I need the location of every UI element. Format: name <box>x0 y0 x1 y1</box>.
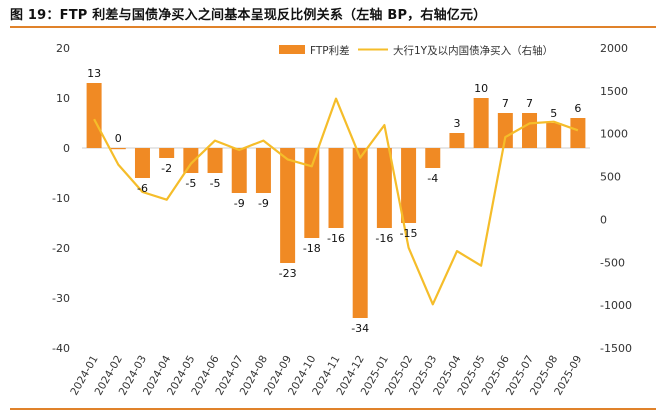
title-divider <box>10 26 656 28</box>
bar-ftp <box>159 148 175 158</box>
bar-ftp <box>449 133 465 148</box>
left-axis-tick-label: 20 <box>56 42 70 55</box>
right-axis-tick-label: 1500 <box>600 85 628 98</box>
bar-ftp <box>376 148 392 228</box>
bar-data-label: 7 <box>502 97 509 110</box>
legend-swatch-ftp <box>279 45 305 54</box>
bar-data-label: 3 <box>453 117 460 130</box>
bars-group <box>86 83 586 318</box>
bar-ftp <box>207 148 223 173</box>
bar-data-label: -34 <box>351 322 369 335</box>
bar-data-label: -4 <box>427 172 438 185</box>
bar-data-label: 13 <box>87 67 101 80</box>
right-axis-tick-label: 0 <box>600 213 607 226</box>
bar-data-label: -5 <box>210 177 221 190</box>
bar-data-label: 6 <box>574 102 581 115</box>
bar-ftp <box>255 148 271 193</box>
bar-ftp <box>401 148 417 223</box>
left-axis-tick-label: -30 <box>52 292 70 305</box>
bar-ftp <box>231 148 247 193</box>
bar-ftp <box>110 148 126 150</box>
left-axis-tick-label: -40 <box>52 342 70 355</box>
bar-data-label: -9 <box>234 197 245 210</box>
bar-ftp <box>280 148 296 263</box>
line-group <box>93 97 579 306</box>
right-axis-tick-label: -1500 <box>600 342 632 355</box>
bar-data-label: -16 <box>327 232 345 245</box>
bar-ftp <box>86 83 102 148</box>
chart-title: 图 19：FTP 利差与国债净买入之间基本呈现反比例关系（左轴 BP，右轴亿元） <box>10 8 487 23</box>
bar-ftp <box>134 148 150 178</box>
bar-ftp <box>570 118 586 148</box>
bar-ftp <box>425 148 441 168</box>
line-bond-net-buy <box>93 97 579 306</box>
left-axis-tick-label: -20 <box>52 242 70 255</box>
data-labels-group: 13 0 -6 -2 -5 -5 -9 -9 -23 -18 -16 -34 -16 -15 -4 3 10 7 7… <box>87 67 581 335</box>
right-axis-tick-label: 1000 <box>600 128 628 141</box>
left-axis-tick-label: 10 <box>56 92 70 105</box>
legend-label-bond: 大行1Y及以内国债净买入（右轴） <box>393 44 553 57</box>
bar-data-label: 10 <box>474 82 488 95</box>
bar-data-label: -2 <box>161 162 172 175</box>
bar-ftp <box>352 148 368 318</box>
bar-data-label: -23 <box>279 267 297 280</box>
bar-ftp <box>304 148 320 238</box>
bar-data-label: -15 <box>400 227 418 240</box>
bar-data-label: -16 <box>375 232 393 245</box>
right-axis-tick-label: -500 <box>600 256 625 269</box>
bottom-divider <box>10 408 656 410</box>
bar-data-label: -6 <box>137 182 148 195</box>
bar-data-label: -18 <box>303 242 321 255</box>
bar-data-label: 7 <box>526 97 533 110</box>
bar-ftp <box>546 123 562 148</box>
bar-data-label: 0 <box>115 132 122 145</box>
right-axis-tick-label: 2000 <box>600 42 628 55</box>
bar-ftp <box>183 148 199 173</box>
bar-data-label: -9 <box>258 197 269 210</box>
bar-ftp <box>497 113 513 148</box>
bar-ftp <box>473 98 489 148</box>
left-axis-tick-label: 0 <box>63 142 70 155</box>
left-axis-tick-label: -10 <box>52 192 70 205</box>
legend: FTP利差 大行1Y及以内国债净买入（右轴） <box>279 44 553 57</box>
bar-ftp <box>522 113 538 148</box>
bar-data-label: -5 <box>185 177 196 190</box>
bar-ftp <box>328 148 344 228</box>
right-axis-tick-label: -1000 <box>600 299 632 312</box>
bar-data-label: 5 <box>550 107 557 120</box>
legend-label-ftp: FTP利差 <box>310 44 350 57</box>
right-axis-tick-label: 500 <box>600 171 621 184</box>
